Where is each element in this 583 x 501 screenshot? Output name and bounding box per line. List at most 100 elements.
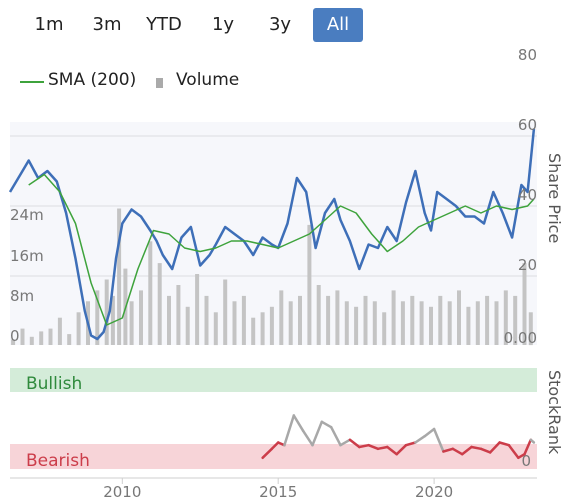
volume-bar[interactable] bbox=[522, 263, 527, 345]
volume-bar[interactable] bbox=[363, 295, 368, 345]
stockrank-segment[interactable] bbox=[358, 443, 370, 449]
stockrank-segment[interactable] bbox=[311, 420, 324, 447]
stockrank-segment[interactable] bbox=[348, 438, 361, 449]
stockrank-segment[interactable] bbox=[470, 445, 483, 451]
volume-bar[interactable] bbox=[67, 334, 72, 345]
range-button-1y[interactable]: 1y bbox=[211, 14, 235, 35]
volume-bar[interactable] bbox=[279, 290, 284, 345]
stockrank-segment[interactable] bbox=[395, 443, 408, 456]
volume-bar[interactable] bbox=[129, 301, 134, 345]
stockrank-segment[interactable] bbox=[523, 438, 533, 456]
volume-bar[interactable] bbox=[344, 301, 349, 345]
volume-bar[interactable] bbox=[195, 274, 200, 345]
volume-bar[interactable] bbox=[335, 290, 340, 345]
stockrank-segment[interactable] bbox=[283, 414, 296, 447]
price-axis-title: Share Price bbox=[545, 153, 564, 243]
stockrank-segment[interactable] bbox=[292, 414, 305, 433]
stockrank-segment[interactable] bbox=[329, 425, 342, 447]
volume-bar[interactable] bbox=[494, 301, 499, 345]
range-button-3m[interactable]: 3m bbox=[92, 14, 122, 35]
volume-bars bbox=[11, 208, 533, 346]
volume-bar[interactable] bbox=[475, 301, 480, 345]
stockrank-segment[interactable] bbox=[301, 429, 314, 447]
volume-bar[interactable] bbox=[117, 208, 122, 346]
volume-bar[interactable] bbox=[354, 306, 359, 345]
volume-bar[interactable] bbox=[76, 312, 81, 346]
range-button-all[interactable]: All bbox=[313, 8, 363, 42]
range-button-ytd[interactable]: YTD bbox=[146, 14, 182, 35]
volume-bar[interactable] bbox=[241, 295, 246, 345]
volume-bar[interactable] bbox=[232, 301, 237, 345]
volume-bar[interactable] bbox=[20, 328, 25, 345]
volume-bar[interactable] bbox=[39, 331, 44, 345]
range-button-3y[interactable]: 3y bbox=[268, 14, 292, 35]
stockrank-segment[interactable] bbox=[423, 427, 436, 438]
volume-bar[interactable] bbox=[513, 295, 518, 345]
volume-bar[interactable] bbox=[466, 306, 471, 345]
volume-bar[interactable] bbox=[485, 295, 490, 345]
volume-bar[interactable] bbox=[57, 317, 62, 345]
volume-bar[interactable] bbox=[307, 224, 312, 345]
stockrank-segment[interactable] bbox=[498, 441, 511, 447]
volume-legend-label[interactable]: Volume bbox=[176, 70, 240, 90]
volume-bar[interactable] bbox=[139, 290, 143, 345]
volume-bar[interactable] bbox=[204, 295, 209, 345]
volume-bar[interactable] bbox=[95, 290, 100, 345]
volume-bar[interactable] bbox=[429, 306, 433, 345]
stockrank-segment[interactable] bbox=[386, 445, 398, 456]
stockrank-segment[interactable] bbox=[488, 441, 501, 454]
volume-bar[interactable] bbox=[176, 285, 181, 345]
volume-bar[interactable] bbox=[298, 295, 302, 345]
stockrank-segment[interactable] bbox=[414, 434, 426, 444]
volume-bar[interactable] bbox=[167, 295, 171, 345]
volume-bar[interactable] bbox=[326, 295, 331, 345]
volume-bar[interactable] bbox=[457, 290, 461, 345]
volume-bar[interactable] bbox=[29, 336, 34, 345]
stockrank-segment[interactable] bbox=[270, 441, 280, 451]
stockrank-segment[interactable] bbox=[339, 438, 352, 447]
chart-legend: SMA (200) Volume bbox=[14, 70, 314, 92]
volume-bar[interactable] bbox=[213, 312, 218, 346]
volume-bar[interactable] bbox=[503, 290, 508, 345]
volume-bar[interactable] bbox=[148, 241, 153, 345]
volume-bar[interactable] bbox=[185, 306, 190, 345]
stockrank-segment[interactable] bbox=[404, 441, 417, 447]
volume-bar[interactable] bbox=[251, 317, 256, 345]
volume-bar[interactable] bbox=[419, 301, 424, 345]
range-button-1m[interactable]: 1m bbox=[34, 14, 64, 35]
stockrank-segment[interactable] bbox=[376, 445, 389, 451]
volume-bar[interactable] bbox=[382, 312, 387, 346]
volume-bar[interactable] bbox=[447, 301, 452, 345]
volume-bar[interactable] bbox=[104, 279, 109, 346]
volume-bar[interactable] bbox=[528, 312, 533, 346]
sma-legend-label[interactable]: SMA (200) bbox=[48, 70, 137, 90]
volume-tick-0: 0 bbox=[10, 327, 20, 345]
stockrank-segment[interactable] bbox=[432, 427, 445, 453]
volume-bar[interactable] bbox=[223, 279, 228, 346]
volume-bar[interactable] bbox=[372, 301, 377, 345]
volume-bar[interactable] bbox=[391, 290, 396, 345]
stockrank-segment[interactable] bbox=[460, 445, 473, 456]
volume-bar[interactable] bbox=[269, 306, 274, 345]
stockrank-segment[interactable] bbox=[479, 447, 492, 454]
volume-bar[interactable] bbox=[11, 339, 16, 346]
volume-bar[interactable] bbox=[410, 295, 415, 345]
share-price-line[interactable] bbox=[8, 128, 536, 341]
sma-200-line[interactable] bbox=[28, 173, 535, 326]
rank-axis-title: StockRank bbox=[545, 370, 564, 455]
stockrank-segment[interactable] bbox=[451, 447, 464, 456]
volume-bar[interactable] bbox=[48, 328, 53, 345]
volume-bar[interactable] bbox=[400, 301, 405, 345]
volume-bar[interactable] bbox=[110, 295, 115, 345]
volume-bar[interactable] bbox=[438, 295, 443, 345]
volume-bar[interactable] bbox=[260, 312, 265, 346]
stockrank-segment[interactable] bbox=[320, 420, 333, 429]
stockrank-segment[interactable] bbox=[529, 438, 536, 444]
volume-bar[interactable] bbox=[316, 285, 321, 345]
stockrank-segment[interactable] bbox=[442, 447, 455, 453]
stockrank-segment[interactable] bbox=[507, 443, 520, 460]
stockrank-segment[interactable] bbox=[367, 443, 380, 451]
volume-bar[interactable] bbox=[157, 263, 162, 345]
volume-bar[interactable] bbox=[288, 301, 293, 345]
stockrank-segment[interactable] bbox=[261, 447, 274, 460]
